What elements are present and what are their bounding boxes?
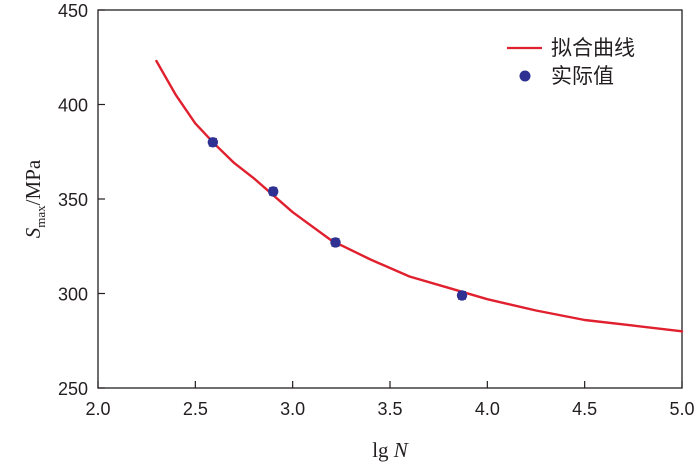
data-point: [268, 186, 279, 197]
x-tick-label: 4.0: [475, 399, 500, 419]
y-tick-label: 400: [58, 96, 88, 116]
x-tick-label: 3.0: [280, 399, 305, 419]
data-point: [207, 137, 219, 148]
legend-label-actual-value: 实际值: [551, 65, 614, 88]
x-axis-ticks: 2.0 2.5 3.0 3.5 4.0 4.5 5.0: [85, 381, 695, 419]
y-tick-label: 450: [58, 1, 88, 21]
y-tick-label: 350: [58, 190, 88, 210]
legend-label-fit-curve: 拟合曲线: [551, 37, 635, 60]
y-tick-label: 250: [58, 379, 88, 399]
x-tick-label: 2.0: [85, 399, 110, 419]
y-tick-label: 300: [58, 285, 88, 305]
x-axis-title: lg N: [372, 438, 409, 462]
data-point: [456, 290, 468, 301]
legend-dot-swatch: [519, 70, 531, 82]
x-tick-label: 4.5: [572, 399, 597, 419]
x-tick-label: 3.5: [377, 399, 402, 419]
fit-curve-line: [155, 59, 684, 333]
y-axis-title: Smax/MPa: [21, 159, 48, 238]
y-axis-ticks: 250 300 350 400 450: [58, 1, 105, 399]
legend: 拟合曲线 实际值: [507, 37, 635, 88]
series-layer: [155, 59, 684, 333]
data-point: [330, 237, 341, 248]
x-tick-label: 5.0: [669, 399, 694, 419]
x-tick-label: 2.5: [183, 399, 208, 419]
